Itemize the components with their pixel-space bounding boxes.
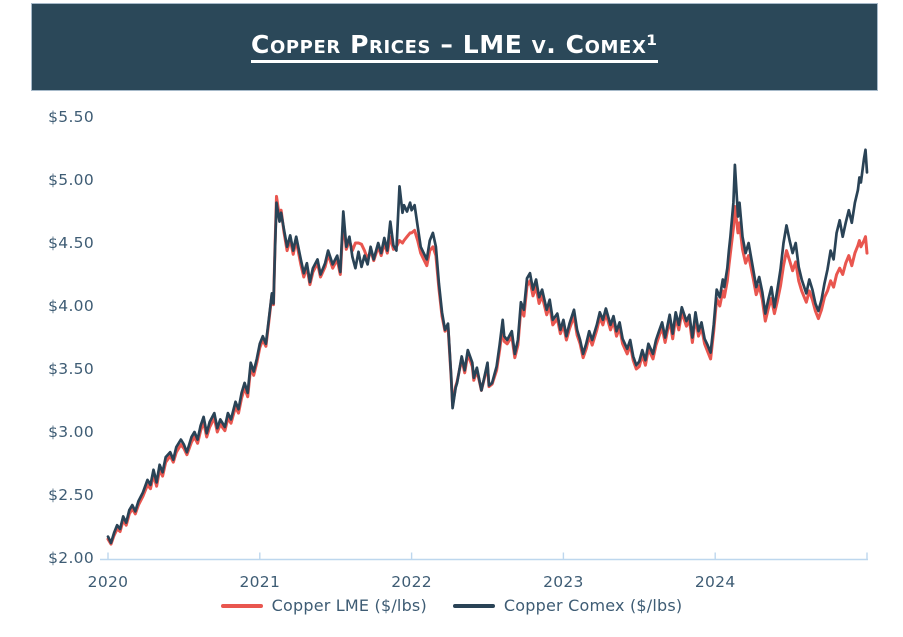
y-tick-label-$5.00: $5.00 (48, 171, 94, 189)
legend-label-lme: Copper LME ($/lbs) (271, 596, 427, 615)
chart-legend: Copper LME ($/lbs) Copper Comex ($/lbs) (0, 596, 903, 615)
lme-line-swatch-icon (220, 603, 263, 608)
y-tick-label-$4.50: $4.50 (48, 234, 94, 252)
x-tick-label-2022: 2022 (391, 573, 432, 591)
y-tick-label-$2.50: $2.50 (48, 486, 94, 504)
title-bar: Copper Prices – LME v. Comex¹ (31, 3, 878, 91)
y-tick-label-$4.00: $4.00 (48, 297, 94, 315)
y-tick-label-$5.50: $5.50 (48, 108, 94, 126)
copper-comex-line (106, 148, 869, 545)
legend-item-lme: Copper LME ($/lbs) (220, 596, 427, 615)
chart-title: Copper Prices – LME v. Comex¹ (251, 31, 658, 64)
y-tick-label-$3.00: $3.00 (48, 423, 94, 441)
x-axis-ticks (107, 552, 868, 560)
x-tick-label-2020: 2020 (87, 573, 129, 591)
y-tick-label-$2.00: $2.00 (48, 549, 94, 567)
comex-line-swatch-icon (452, 603, 495, 608)
legend-item-comex: Copper Comex ($/lbs) (452, 596, 683, 615)
legend-label-comex: Copper Comex ($/lbs) (503, 596, 683, 615)
y-tick-label-$3.50: $3.50 (48, 360, 94, 378)
x-tick-label-2024: 2024 (694, 573, 736, 591)
x-tick-label-2023: 2023 (543, 573, 584, 591)
x-tick-label-2021: 2021 (239, 573, 281, 591)
